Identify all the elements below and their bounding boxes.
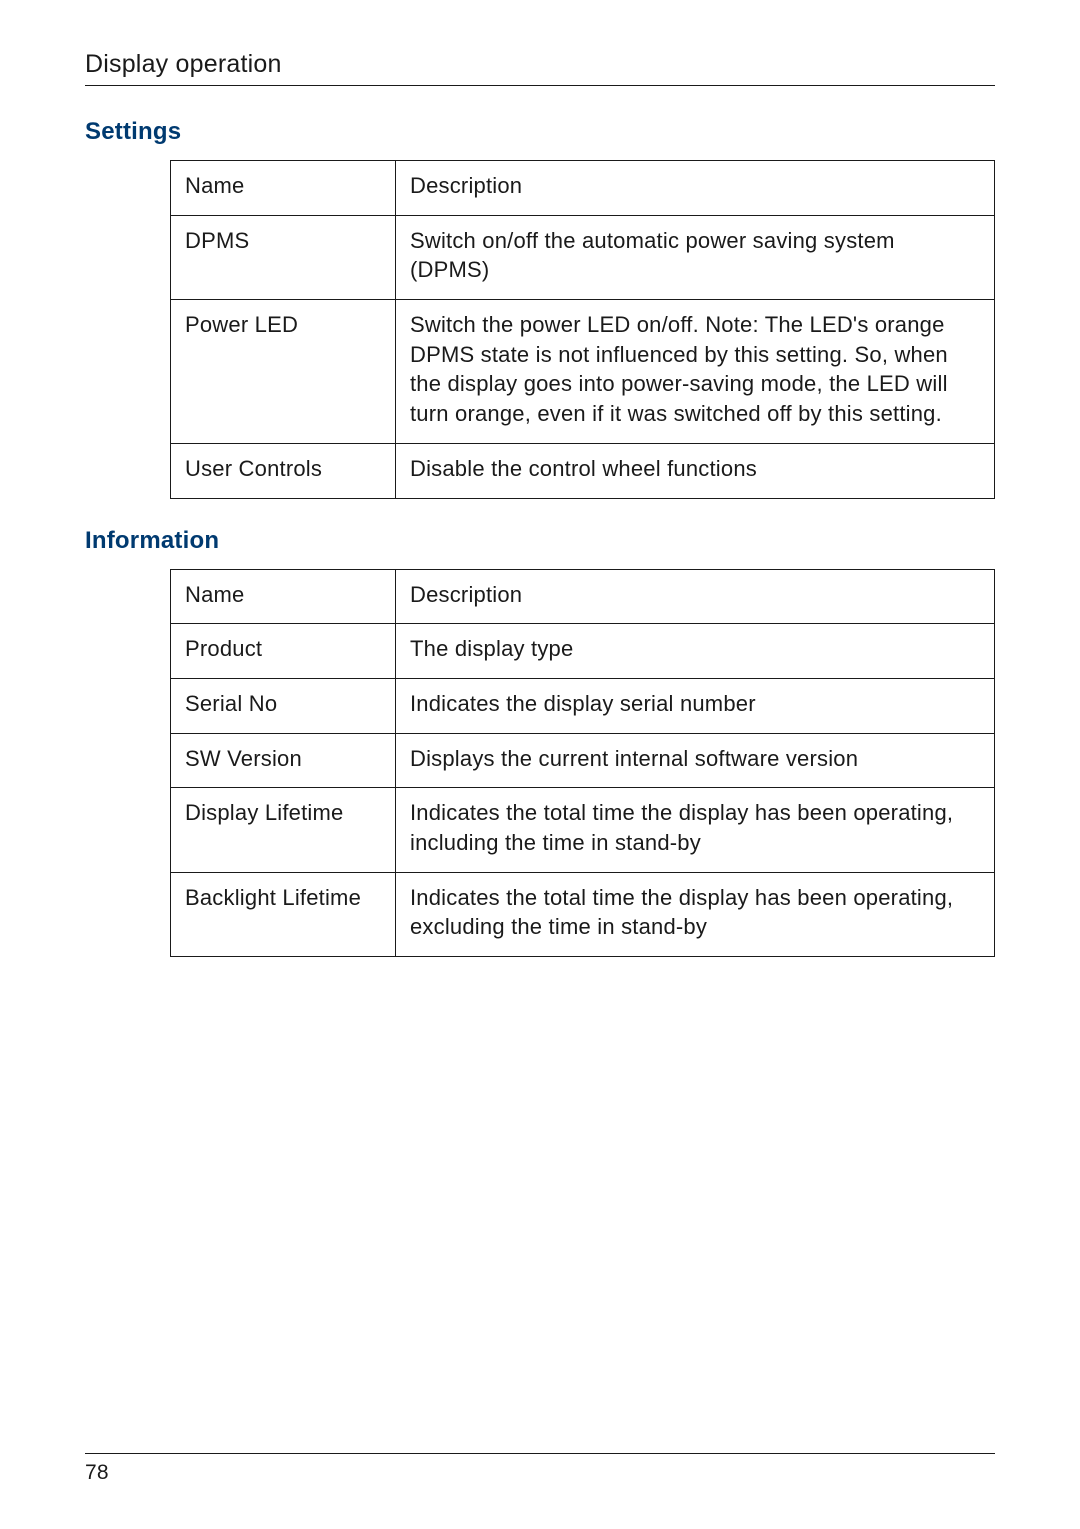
cell-name: Backlight Lifetime — [171, 872, 396, 956]
cell-description: Indicates the total time the display has… — [396, 788, 995, 872]
table-row: Display Lifetime Indicates the total tim… — [171, 788, 995, 872]
cell-description: Displays the current internal software v… — [396, 733, 995, 788]
cell-name: Power LED — [171, 300, 396, 444]
cell-name: User Controls — [171, 443, 396, 498]
col-header-description: Description — [396, 161, 995, 216]
footer-rule — [85, 1453, 995, 1454]
col-header-description: Description — [396, 569, 995, 624]
cell-description: Switch the power LED on/off. Note: The L… — [396, 300, 995, 444]
cell-description: Switch on/off the automatic power saving… — [396, 215, 995, 299]
cell-name: Product — [171, 624, 396, 679]
page-number: 78 — [85, 1461, 109, 1485]
cell-name: Serial No — [171, 678, 396, 733]
cell-description: Disable the control wheel functions — [396, 443, 995, 498]
table-row: User Controls Disable the control wheel … — [171, 443, 995, 498]
cell-name: SW Version — [171, 733, 396, 788]
table-header-row: Name Description — [171, 569, 995, 624]
table-row: SW Version Displays the current internal… — [171, 733, 995, 788]
table-row: Power LED Switch the power LED on/off. N… — [171, 300, 995, 444]
cell-description: The display type — [396, 624, 995, 679]
settings-table: Name Description DPMS Switch on/off the … — [170, 160, 995, 499]
page-header: Display operation — [85, 50, 995, 86]
col-header-name: Name — [171, 569, 396, 624]
cell-name: DPMS — [171, 215, 396, 299]
table-header-row: Name Description — [171, 161, 995, 216]
section-heading-settings: Settings — [85, 118, 995, 146]
table-row: DPMS Switch on/off the automatic power s… — [171, 215, 995, 299]
cell-description: Indicates the display serial number — [396, 678, 995, 733]
section-heading-information: Information — [85, 527, 995, 555]
cell-name: Display Lifetime — [171, 788, 396, 872]
col-header-name: Name — [171, 161, 396, 216]
cell-description: Indicates the total time the display has… — [396, 872, 995, 956]
information-table: Name Description Product The display typ… — [170, 569, 995, 958]
table-row: Serial No Indicates the display serial n… — [171, 678, 995, 733]
table-row: Product The display type — [171, 624, 995, 679]
table-row: Backlight Lifetime Indicates the total t… — [171, 872, 995, 956]
